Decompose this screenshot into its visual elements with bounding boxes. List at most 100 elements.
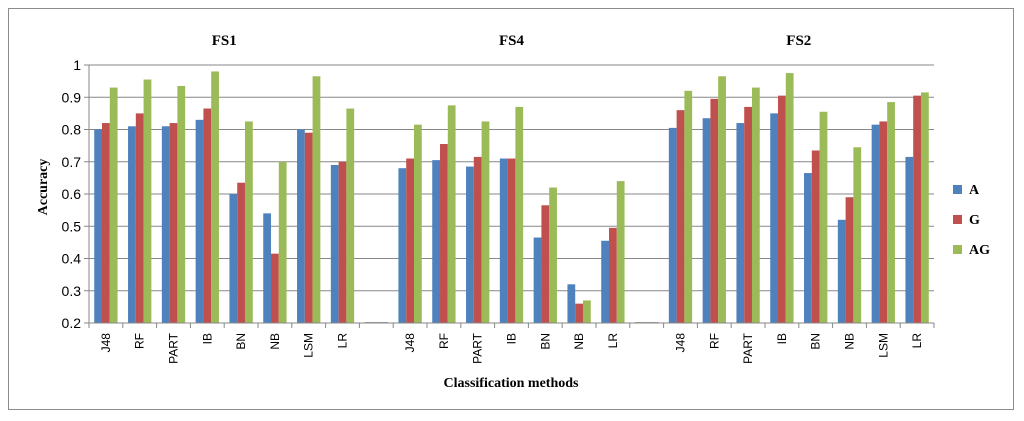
bar-a xyxy=(871,124,880,323)
bar-g xyxy=(473,156,482,323)
y-tick-label: 0.9 xyxy=(62,89,82,105)
bar-a xyxy=(466,166,474,323)
bar-a xyxy=(567,284,576,323)
bar-ag xyxy=(887,102,895,324)
bar-ag xyxy=(853,147,862,323)
y-tick-label: 1 xyxy=(73,57,81,73)
y-tick-label: 0.3 xyxy=(62,283,82,299)
bar-ag xyxy=(582,300,591,323)
y-tick-label: 0.2 xyxy=(62,315,82,331)
x-tick-label: BN xyxy=(809,333,823,350)
bar-a xyxy=(128,126,136,324)
x-tick-label: IB xyxy=(200,333,214,344)
y-axis-label: Accuracy xyxy=(36,159,51,216)
bar-ag xyxy=(718,76,726,323)
bar-g xyxy=(609,227,617,323)
x-tick-label: PART xyxy=(471,332,485,364)
x-axis-label: Classification methods xyxy=(444,376,580,391)
bar-ag xyxy=(515,106,524,323)
bar-g xyxy=(879,121,888,323)
accuracy-bar-chart: 0.2 0.3 0.4 0.5 0.6 0.7 0.8 0.9 1 J48 RF PART IB BN NB… xyxy=(36,33,990,391)
x-tick-label: J48 xyxy=(674,333,688,353)
bar-ag xyxy=(312,76,321,323)
bar-a xyxy=(601,240,610,323)
bar-ag xyxy=(920,92,929,323)
x-tick-label: IB xyxy=(775,333,789,344)
bar-a xyxy=(668,127,677,323)
bar-g xyxy=(237,182,245,323)
x-tick-label: NB xyxy=(268,333,282,350)
bar-ag xyxy=(413,124,422,323)
x-tick-label: LR xyxy=(606,333,620,349)
bar-g xyxy=(778,95,786,323)
legend: AG AG xyxy=(953,183,990,258)
bar-g xyxy=(271,253,279,323)
bar-a xyxy=(330,164,339,323)
legend-swatch-ag xyxy=(953,245,962,254)
y-tick-label: 0.4 xyxy=(62,251,82,267)
x-tick-label: RF xyxy=(133,333,147,349)
bar-a xyxy=(297,129,305,323)
x-tick-label: J48 xyxy=(99,333,113,353)
group-title: FS1 xyxy=(212,33,237,49)
y-tick-label: 0.5 xyxy=(62,218,82,234)
x-tick-label: PART xyxy=(167,332,181,364)
bar-ag xyxy=(616,181,625,323)
bar-g xyxy=(811,150,820,323)
bar-ag xyxy=(785,73,794,323)
bar-a xyxy=(770,113,779,323)
x-tick-label: NB xyxy=(572,333,586,350)
bar-ag xyxy=(819,111,828,323)
bars xyxy=(94,71,929,324)
bar-a xyxy=(195,119,204,323)
bar-a xyxy=(432,160,441,323)
bar-a xyxy=(94,129,103,323)
axes xyxy=(84,64,935,328)
bar-g xyxy=(338,161,347,323)
y-tick-label: 0.8 xyxy=(62,122,82,138)
bar-ag xyxy=(751,87,760,323)
group-title: FS2 xyxy=(786,33,811,49)
y-tick-label: 0.7 xyxy=(62,154,82,170)
bar-g xyxy=(507,158,516,323)
x-tick-label: RF xyxy=(437,333,451,349)
bar-g xyxy=(304,132,313,323)
legend-swatch-g xyxy=(953,215,962,224)
bar-ag xyxy=(109,87,118,323)
y-tick-label: 0.6 xyxy=(62,186,82,202)
x-tick-label: LR xyxy=(910,333,924,349)
bar-g xyxy=(102,123,110,323)
bar-ag xyxy=(549,187,557,323)
bar-a xyxy=(533,237,542,323)
bar-g xyxy=(744,106,752,323)
x-tick-label: RF xyxy=(707,333,721,349)
bar-ag xyxy=(278,161,287,323)
bar-a xyxy=(804,173,812,323)
legend-label-ag: AG xyxy=(969,243,990,258)
bar-a xyxy=(263,213,272,323)
bar-a xyxy=(499,158,508,323)
bar-a xyxy=(161,126,170,324)
bar-g xyxy=(406,158,414,323)
bar-a xyxy=(736,123,745,323)
bar-ag xyxy=(244,121,253,323)
bar-ag xyxy=(346,108,355,323)
bar-g xyxy=(710,98,719,323)
legend-label-g: G xyxy=(969,213,980,228)
bar-g xyxy=(575,303,583,323)
bar-a xyxy=(905,156,914,323)
x-tick-label: PART xyxy=(741,332,755,364)
legend-label-a: A xyxy=(969,183,980,198)
x-tick-label: LSM xyxy=(302,333,316,358)
bar-ag xyxy=(481,121,490,323)
legend-swatch-a xyxy=(953,185,962,194)
bar-ag xyxy=(211,71,219,323)
x-tick-label: BN xyxy=(234,333,248,350)
x-tick-label: LSM xyxy=(876,333,890,358)
bar-g xyxy=(169,123,178,323)
bar-ag xyxy=(143,79,152,323)
bar-g xyxy=(541,205,550,323)
bar-ag xyxy=(684,90,693,323)
chart-frame: 0.2 0.3 0.4 0.5 0.6 0.7 0.8 0.9 1 J48 RF PART IB BN NB… xyxy=(8,8,1014,410)
bar-g xyxy=(440,144,448,323)
